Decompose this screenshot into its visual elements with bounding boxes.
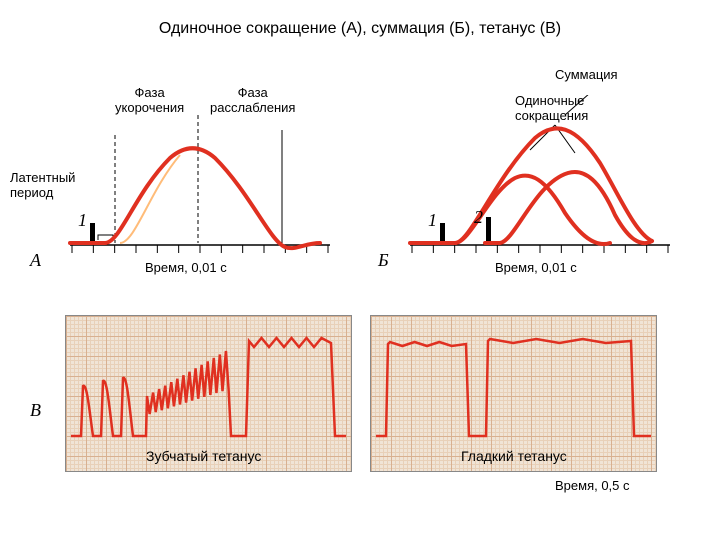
axis-label-c: Время, 0,5 с [555, 478, 630, 493]
stim-label-2b: 2 [474, 207, 483, 228]
panel-a-svg [60, 95, 340, 285]
panel-c-left: Зубчатый тетанус [65, 315, 352, 472]
panel-a: Латентный период Фаза укорочения Фаза ра… [60, 95, 340, 285]
panel-letter-b: Б [378, 250, 389, 271]
label-serrated: Зубчатый тетанус [146, 448, 261, 464]
page-title: Одиночное сокращение (А), суммация (Б), … [0, 20, 720, 38]
label-summation: Суммация [555, 67, 618, 82]
label-relaxation: Фаза расслабления [210, 85, 295, 115]
panel-b: Суммация Одиночные сокращения 1 2 Время,… [400, 95, 680, 285]
axis-label-b: Время, 0,01 с [495, 260, 577, 275]
stim-label-1a: 1 [78, 210, 87, 231]
label-shortening: Фаза укорочения [115, 85, 184, 115]
stim-label-1b: 1 [428, 210, 437, 231]
axis-label-a: Время, 0,01 с [145, 260, 227, 275]
panel-letter-a: А [30, 250, 41, 271]
label-single: Одиночные сокращения [515, 93, 588, 123]
label-smooth: Гладкий тетанус [461, 448, 567, 464]
panel-letter-c: В [30, 400, 41, 421]
panel-c-right: Гладкий тетанус [370, 315, 657, 472]
panel-b-svg [400, 95, 680, 285]
label-latent: Латентный период [10, 170, 75, 200]
